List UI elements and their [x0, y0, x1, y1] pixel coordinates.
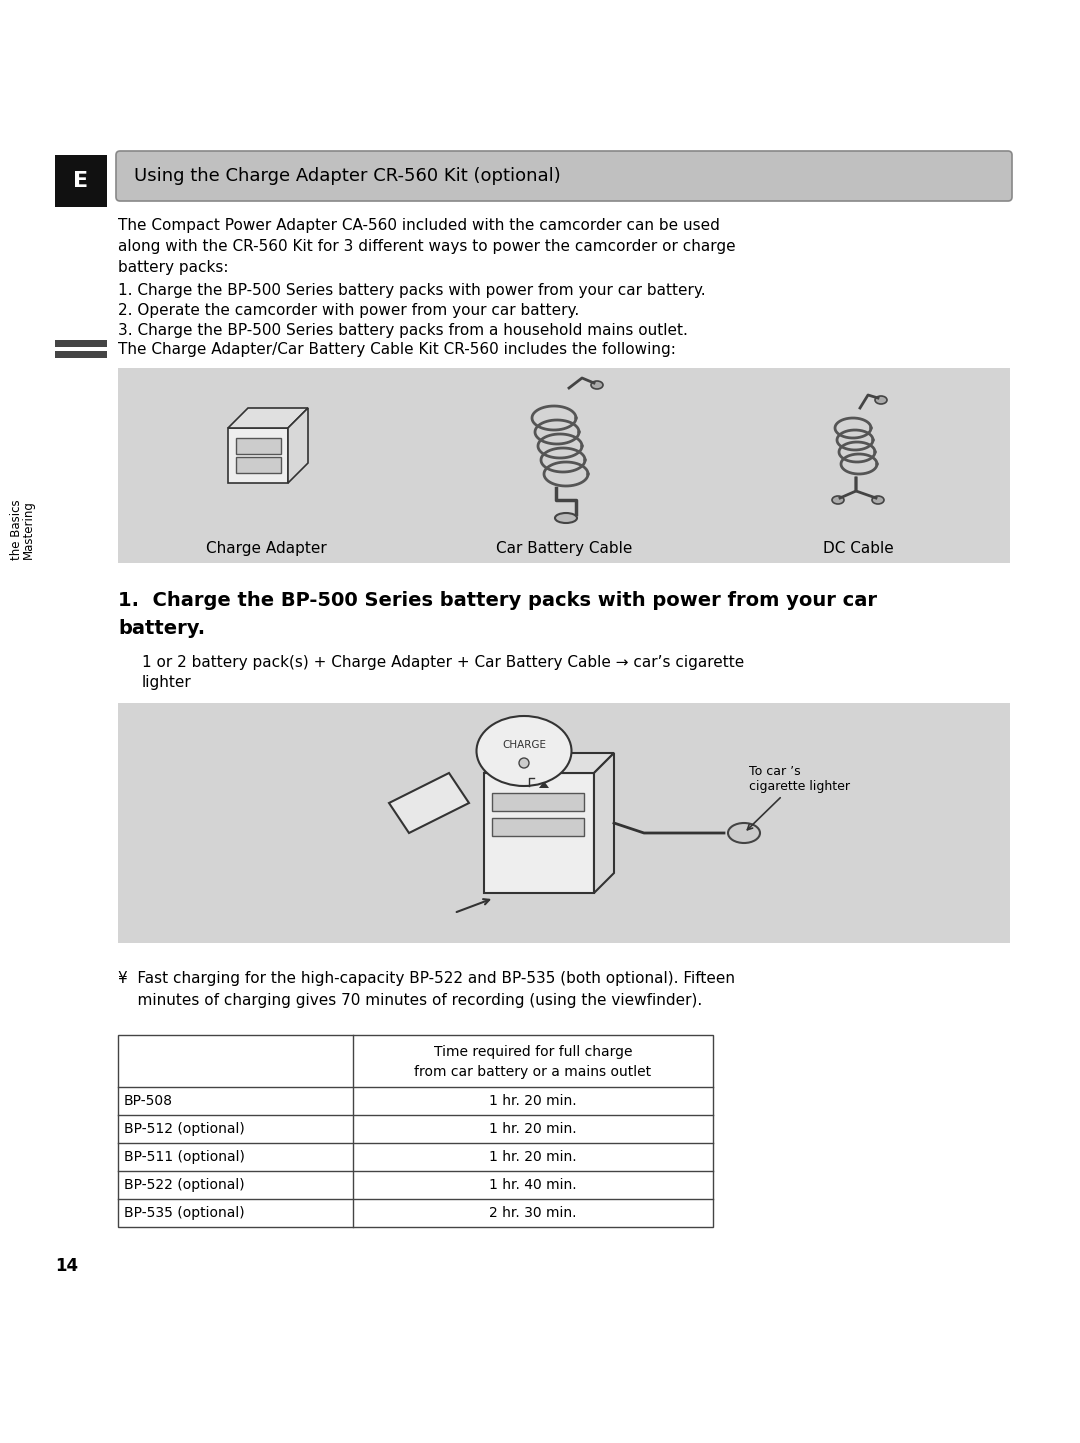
Bar: [237, 457, 281, 473]
Ellipse shape: [591, 381, 603, 390]
Text: 2. Operate the camcorder with power from your car battery.: 2. Operate the camcorder with power from…: [118, 303, 579, 317]
Text: CHARGE: CHARGE: [502, 740, 546, 750]
Text: from car battery or a mains outlet: from car battery or a mains outlet: [415, 1065, 651, 1079]
Ellipse shape: [832, 496, 843, 504]
Text: BP-511 (optional): BP-511 (optional): [124, 1150, 245, 1165]
Text: To car ’s
cigarette lighter: To car ’s cigarette lighter: [747, 765, 850, 830]
Text: battery packs:: battery packs:: [118, 260, 229, 276]
Polygon shape: [389, 773, 469, 833]
Bar: [55, 351, 107, 358]
Text: E: E: [73, 172, 89, 190]
Circle shape: [519, 758, 529, 768]
Text: Mastering: Mastering: [22, 501, 35, 560]
Text: 14: 14: [55, 1257, 78, 1276]
Text: 1 hr. 40 min.: 1 hr. 40 min.: [489, 1177, 577, 1192]
Text: 1 hr. 20 min.: 1 hr. 20 min.: [489, 1150, 577, 1165]
Text: Using the Charge Adapter CR-560 Kit (optional): Using the Charge Adapter CR-560 Kit (opt…: [134, 167, 561, 185]
Ellipse shape: [872, 496, 885, 504]
Text: 1 hr. 20 min.: 1 hr. 20 min.: [489, 1094, 577, 1108]
Text: The Compact Power Adapter CA-560 included with the camcorder can be used: The Compact Power Adapter CA-560 include…: [118, 218, 720, 232]
Text: 2 hr. 30 min.: 2 hr. 30 min.: [489, 1206, 577, 1219]
Polygon shape: [594, 753, 615, 893]
FancyBboxPatch shape: [116, 152, 1012, 201]
Ellipse shape: [728, 823, 760, 843]
Bar: [118, 703, 1010, 942]
Text: 3. Charge the BP-500 Series battery packs from a household mains outlet.: 3. Charge the BP-500 Series battery pack…: [118, 323, 688, 338]
Polygon shape: [288, 408, 308, 483]
Ellipse shape: [555, 514, 577, 522]
Bar: [55, 154, 107, 206]
Bar: [118, 368, 1010, 563]
Bar: [55, 341, 107, 346]
Text: along with the CR-560 Kit for 3 different ways to power the camcorder or charge: along with the CR-560 Kit for 3 differen…: [118, 240, 735, 254]
Text: 1.  Charge the BP-500 Series battery packs with power from your car: 1. Charge the BP-500 Series battery pack…: [118, 592, 877, 610]
Polygon shape: [228, 408, 308, 429]
Text: The Charge Adapter/Car Battery Cable Kit CR-560 includes the following:: The Charge Adapter/Car Battery Cable Kit…: [118, 342, 676, 356]
Text: DC Cable: DC Cable: [823, 541, 893, 556]
Text: 1. Charge the BP-500 Series battery packs with power from your car battery.: 1. Charge the BP-500 Series battery pack…: [118, 283, 705, 299]
Ellipse shape: [476, 716, 571, 786]
Text: minutes of charging gives 70 minutes of recording (using the viewfinder).: minutes of charging gives 70 minutes of …: [118, 993, 702, 1009]
Bar: [492, 794, 584, 811]
Bar: [118, 1035, 713, 1227]
Text: 1 or 2 battery pack(s) + Charge Adapter + Car Battery Cable → car’s cigarette: 1 or 2 battery pack(s) + Charge Adapter …: [141, 655, 744, 670]
Text: Car Battery Cable: Car Battery Cable: [496, 541, 632, 556]
Text: BP-512 (optional): BP-512 (optional): [124, 1123, 245, 1136]
Polygon shape: [539, 781, 549, 788]
Text: BP-508: BP-508: [124, 1094, 173, 1108]
Ellipse shape: [875, 395, 887, 404]
Text: battery.: battery.: [118, 619, 205, 638]
Text: Time required for full charge: Time required for full charge: [434, 1045, 632, 1059]
Bar: [492, 818, 584, 835]
Bar: [237, 439, 281, 455]
Bar: [484, 773, 594, 893]
Text: lighter: lighter: [141, 675, 192, 690]
Text: the Basics: the Basics: [11, 499, 24, 560]
Polygon shape: [228, 429, 288, 483]
Text: 1 hr. 20 min.: 1 hr. 20 min.: [489, 1123, 577, 1136]
Text: Charge Adapter: Charge Adapter: [205, 541, 326, 556]
Text: BP-522 (optional): BP-522 (optional): [124, 1177, 245, 1192]
Text: ¥  Fast charging for the high-capacity BP-522 and BP-535 (both optional). Fiftee: ¥ Fast charging for the high-capacity BP…: [118, 971, 735, 986]
Polygon shape: [484, 753, 615, 773]
Text: BP-535 (optional): BP-535 (optional): [124, 1206, 245, 1219]
